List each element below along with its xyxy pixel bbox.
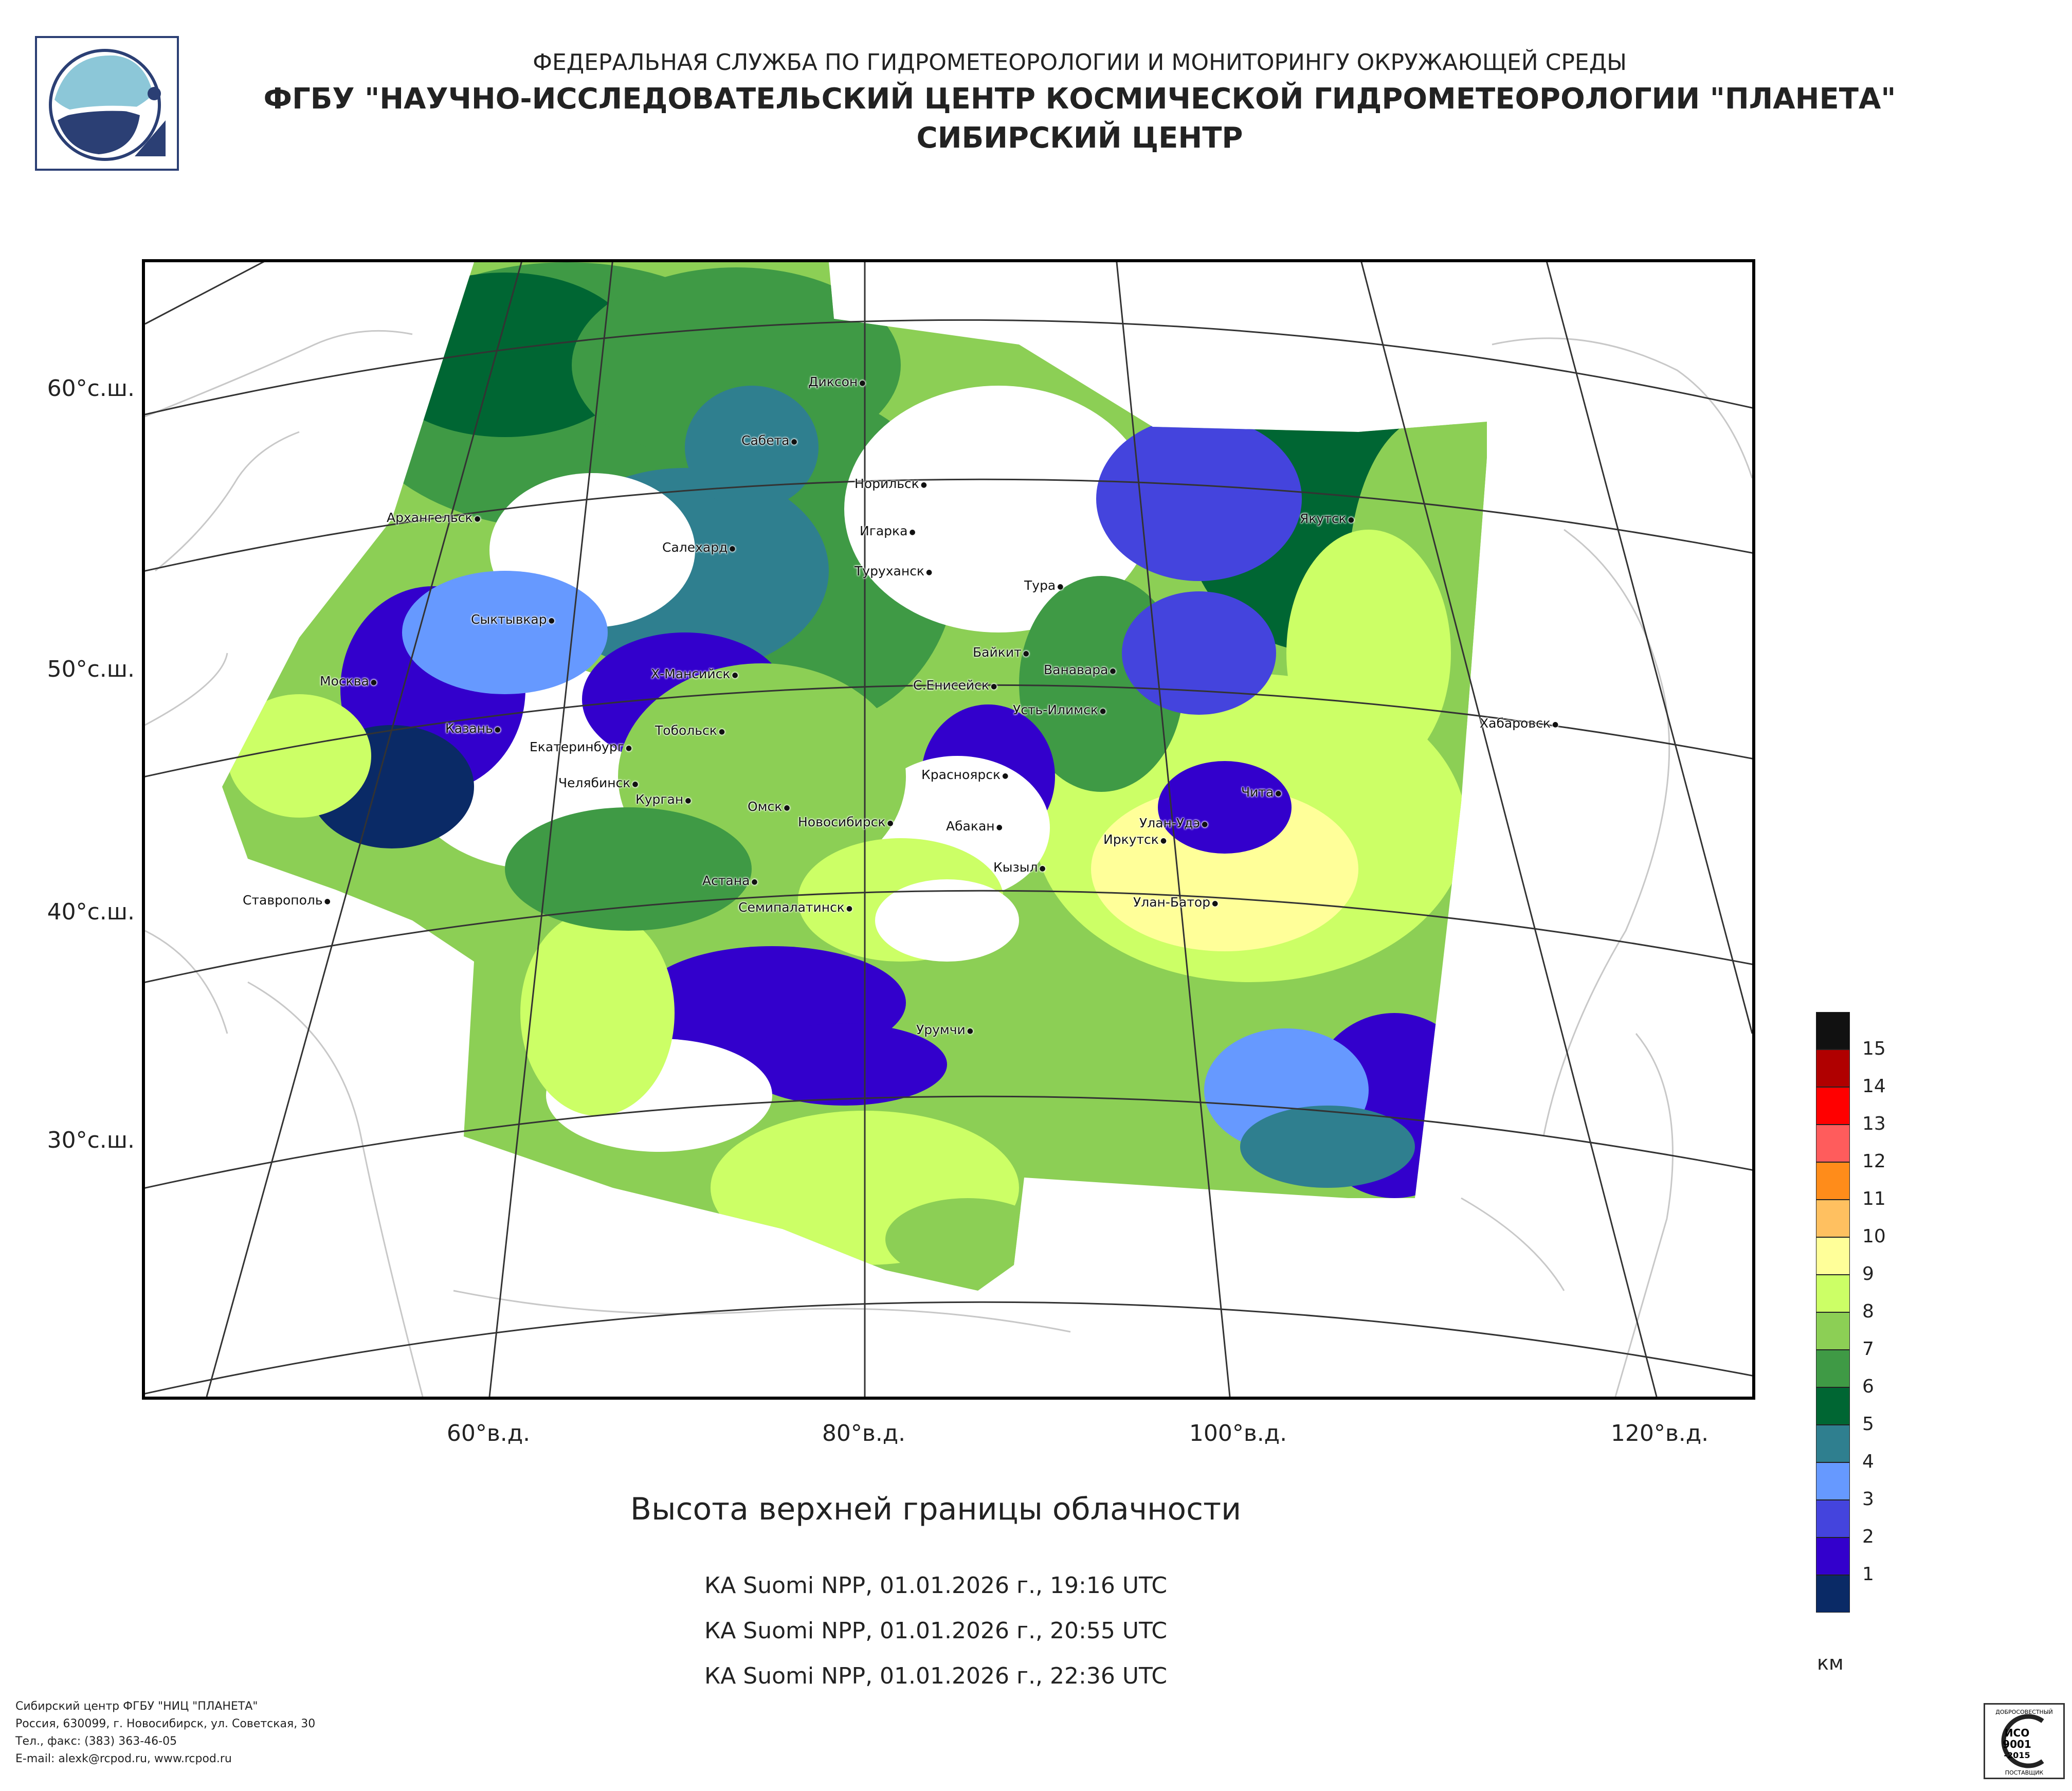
header-center: СИБИРСКИЙ ЦЕНТР <box>916 121 1243 155</box>
city-label: Диксон <box>808 374 865 389</box>
legend-swatch <box>1816 1500 1850 1537</box>
lat-label-60: 60°с.ш. <box>47 375 135 402</box>
legend-swatch <box>1816 1087 1850 1125</box>
legend-swatch <box>1816 1237 1850 1275</box>
legend-tick-label: 3 <box>1862 1489 1874 1510</box>
legend-tick-label: 6 <box>1862 1376 1874 1397</box>
iso-badge-bottom: ПОСТАВЩИК <box>2005 1769 2044 1776</box>
legend-tick-label: 1 <box>1862 1564 1874 1585</box>
lon-label-100: 100°в.д. <box>1189 1420 1287 1446</box>
city-label: Тура <box>1024 578 1063 593</box>
lat-label-50: 50°с.ш. <box>47 656 135 682</box>
legend-swatch <box>1816 1462 1850 1500</box>
legend-tick-label: 13 <box>1862 1113 1886 1134</box>
legend-swatch <box>1816 1125 1850 1162</box>
city-label: С.Енисейск <box>913 678 997 693</box>
city-label: Екатеринбург <box>530 739 632 754</box>
city-label: Хабаровск <box>1480 716 1558 731</box>
lon-label-60: 60°в.д. <box>446 1420 531 1446</box>
city-label: Норильск <box>855 476 927 491</box>
city-label: Казань <box>445 721 501 736</box>
footer-line: E-mail: alexk@rcpod.ru, www.rcpod.ru <box>15 1752 232 1765</box>
city-label: Якутск <box>1300 511 1354 526</box>
city-label: Омск <box>748 799 790 814</box>
legend-swatch <box>1816 1050 1850 1087</box>
map-title: Высота верхней границы облачности <box>630 1491 1242 1527</box>
legend-swatch <box>1816 1537 1850 1575</box>
city-label: Кызыл <box>993 860 1046 875</box>
city-label: Красноярск <box>921 767 1008 782</box>
city-label: Архангельск <box>387 510 481 525</box>
city-label: Иркутск <box>1103 832 1167 847</box>
city-label: Урумчи <box>916 1022 973 1037</box>
legend-swatch <box>1816 1162 1850 1200</box>
city-label: Тобольск <box>655 723 725 738</box>
legend-swatch <box>1816 1350 1850 1387</box>
city-label: Ванавара <box>1044 662 1116 677</box>
city-label: Челябинск <box>558 775 639 790</box>
planeta-logo <box>35 36 179 171</box>
header-institute: ФГБУ "НАУЧНО-ИССЛЕДОВАТЕЛЬСКИЙ ЦЕНТР КОС… <box>263 82 1896 116</box>
city-label: Ставрополь <box>243 893 331 908</box>
lon-label-80: 80°в.д. <box>822 1420 906 1446</box>
lon-label-120: 120°в.д. <box>1610 1420 1709 1446</box>
header-agency: ФЕДЕРАЛЬНАЯ СЛУЖБА ПО ГИДРОМЕТЕОРОЛОГИИ … <box>533 49 1627 76</box>
footer-line: Россия, 630099, г. Новосибирск, ул. Сове… <box>15 1717 316 1730</box>
city-label: Усть-Илимск <box>1013 702 1106 717</box>
legend-tick-label: 8 <box>1862 1301 1874 1322</box>
legend-tick-label: 14 <box>1862 1076 1886 1097</box>
city-label: Сыктывкар <box>471 612 555 627</box>
lat-label-40: 40°с.ш. <box>47 899 135 925</box>
legend-tick-label: 5 <box>1862 1414 1874 1435</box>
legend-tick-label: 12 <box>1862 1151 1886 1172</box>
legend-unit: км <box>1817 1652 1844 1674</box>
city-label: Байкит <box>973 645 1029 660</box>
footer-line: Тел., факс: (383) 363-46-05 <box>15 1735 177 1748</box>
contact-footer: Сибирский центр ФГБУ "НИЦ "ПЛАНЕТА" Росс… <box>15 1698 315 1768</box>
legend-tick-label: 2 <box>1862 1526 1874 1547</box>
iso-badge-line2: 9001 <box>2003 1738 2031 1750</box>
city-label: Улан-Удэ <box>1139 816 1208 830</box>
city-label: Семипалатинск <box>738 900 852 915</box>
city-label: Москва <box>320 674 377 689</box>
legend-swatch <box>1816 1575 1850 1613</box>
legend-tick-label: 15 <box>1862 1038 1886 1059</box>
cloud-top-height-map: Диксон Сабета Норильск Игарка Туруханск … <box>142 259 1755 1400</box>
city-label: Сабета <box>741 433 797 448</box>
legend-tick-label: 4 <box>1862 1451 1874 1472</box>
footer-line: Сибирский центр ФГБУ "НИЦ "ПЛАНЕТА" <box>15 1700 258 1713</box>
pass-info: КА Suomi NPP, 01.01.2026 г., 20:55 UTC <box>704 1618 1168 1644</box>
iso-badge-top: ДОБРОСОВЕСТНЫЙ <box>1995 1709 2053 1715</box>
city-label: Новосибирск <box>798 815 894 829</box>
iso-certification-badge: ДОБРОСОВЕСТНЫЙ ИСО 9001 -2015 ПОСТАВЩИК <box>1984 1703 2065 1779</box>
legend-tick-label: 10 <box>1862 1226 1886 1247</box>
city-label: Х-Мансийск <box>651 666 738 681</box>
iso-badge-line1: ИСО <box>2005 1727 2029 1739</box>
pass-info: КА Suomi NPP, 01.01.2026 г., 19:16 UTC <box>704 1572 1168 1599</box>
legend-swatch <box>1816 1012 1850 1050</box>
legend-swatch <box>1816 1387 1850 1425</box>
legend-swatch <box>1816 1312 1850 1350</box>
legend-tick-label: 11 <box>1862 1188 1886 1209</box>
city-label: Туруханск <box>855 564 932 578</box>
height-legend <box>1816 1012 1850 1613</box>
pass-info: КА Suomi NPP, 01.01.2026 г., 22:36 UTC <box>704 1663 1168 1689</box>
iso-badge-line3: -2015 <box>2004 1750 2030 1760</box>
city-label: Абакан <box>946 819 1003 834</box>
legend-swatch <box>1816 1200 1850 1237</box>
city-label: Улан-Батор <box>1133 895 1218 910</box>
legend-tick-label: 9 <box>1862 1263 1874 1285</box>
legend-swatch <box>1816 1425 1850 1462</box>
city-label: Астана <box>702 873 758 888</box>
legend-swatch <box>1816 1275 1850 1312</box>
city-label: Курган <box>635 792 691 807</box>
city-label: Салехард <box>662 540 736 555</box>
legend-tick-label: 7 <box>1862 1338 1874 1360</box>
city-label: Чита <box>1241 785 1282 800</box>
city-label: Игарка <box>860 523 916 538</box>
lat-label-30: 30°с.ш. <box>47 1127 135 1153</box>
